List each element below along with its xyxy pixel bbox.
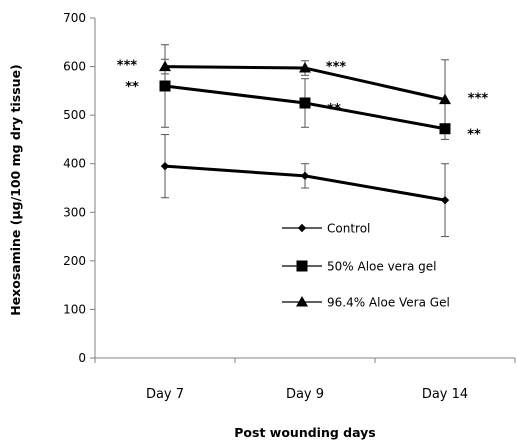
data-markers <box>159 60 451 205</box>
y-tick-label: 400 <box>63 157 86 171</box>
legend-label: 96.4% Aloe Vera Gel <box>327 296 450 310</box>
significance-labels: ********* ****** <box>117 59 489 143</box>
data-point <box>299 62 311 73</box>
significance-label: ** <box>125 80 139 95</box>
data-point <box>159 80 171 92</box>
legend-label: 50% Aloe vera gel <box>327 260 437 274</box>
data-point <box>159 60 171 72</box>
y-tick-label: 600 <box>63 60 86 74</box>
legend-marker <box>297 223 307 233</box>
data-point <box>299 97 311 109</box>
x-tick-label: Day 9 <box>286 387 324 402</box>
y-tick-label: 200 <box>63 254 86 268</box>
data-point <box>439 93 451 105</box>
significance-label: *** <box>117 59 138 74</box>
legend-label: Control <box>327 222 370 236</box>
y-tick-label: 300 <box>63 205 86 219</box>
legend-marker <box>296 296 308 307</box>
legend: Control 50% Aloe vera gel 96.4% Aloe Vera … <box>282 222 450 310</box>
significance-label: ** <box>467 128 481 143</box>
x-axis-title: Post wounding days <box>234 425 375 440</box>
y-tick-label: 500 <box>63 108 86 122</box>
significance-label: *** <box>326 60 347 75</box>
data-point <box>439 123 451 135</box>
error-bars <box>161 44 449 238</box>
data-point <box>440 195 450 205</box>
y-axis-title: Hexosamine (μg/100 mg dry tissue) <box>8 64 23 316</box>
y-tick-label: 700 <box>63 11 86 25</box>
x-tick-label: Day 14 <box>422 387 468 402</box>
x-tick-label: Day 7 <box>146 387 184 402</box>
y-tick-label: 0 <box>78 351 86 365</box>
data-point <box>300 171 310 181</box>
axes: 0 100 200 300 400 500 600 700 Day 7 Day 9 Day 14 <box>63 11 516 402</box>
significance-label: *** <box>468 92 489 107</box>
data-point <box>160 161 170 171</box>
significance-label: ** <box>327 102 341 117</box>
y-tick-label: 100 <box>63 302 86 316</box>
legend-marker <box>296 260 308 272</box>
